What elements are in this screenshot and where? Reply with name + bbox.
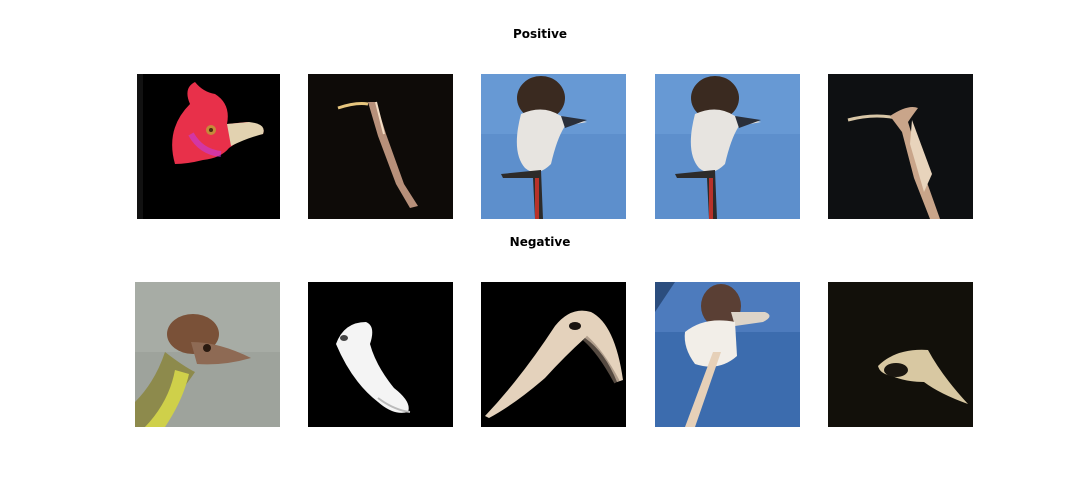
positive-image-1 xyxy=(135,74,280,219)
negative-image-2 xyxy=(308,282,453,427)
positive-image-5 xyxy=(828,74,973,219)
negative-row-title: Negative xyxy=(509,235,571,249)
negative-image-1 xyxy=(135,282,280,427)
positive-image-3 xyxy=(481,74,626,219)
negative-image-4 xyxy=(655,282,800,427)
positive-row-title: Positive xyxy=(512,27,568,41)
negative-image-5 xyxy=(828,282,973,427)
positive-image-2 xyxy=(308,74,453,219)
negative-image-3 xyxy=(481,282,626,427)
positive-image-4 xyxy=(655,74,800,219)
